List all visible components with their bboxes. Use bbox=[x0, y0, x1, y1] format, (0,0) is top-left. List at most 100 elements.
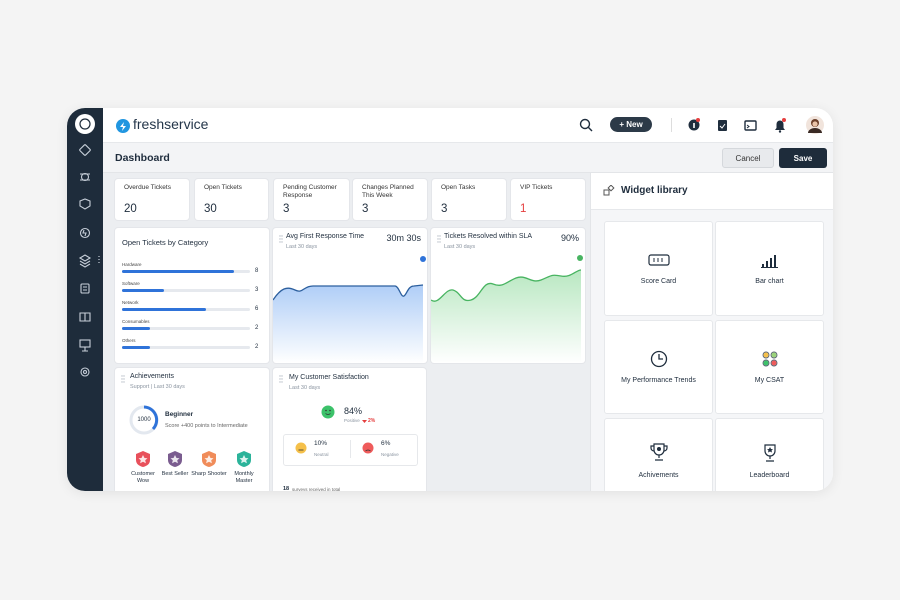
trend-chart bbox=[273, 284, 424, 363]
stat-value: 3 bbox=[283, 203, 290, 215]
divider bbox=[350, 440, 351, 458]
stat-value: 30 bbox=[204, 203, 217, 215]
widget-icon bbox=[648, 254, 670, 266]
survey-text: surveys received in total bbox=[292, 487, 341, 491]
stat-card: Changes Planned This Week 3 bbox=[353, 179, 427, 220]
logo-text: freshservice bbox=[133, 116, 209, 132]
positive-change: 2% bbox=[368, 418, 376, 424]
widget-label: Bar chart bbox=[755, 278, 784, 285]
card-subtitle: Last 30 days bbox=[289, 385, 321, 391]
library-icon bbox=[603, 185, 615, 196]
category-count: 6 bbox=[255, 306, 259, 312]
bar-track bbox=[122, 346, 250, 349]
category-bar bbox=[122, 270, 234, 273]
stat-card: Open Tickets 30 bbox=[195, 179, 268, 220]
cancel-button[interactable]: Cancel bbox=[722, 148, 774, 168]
card-subtitle: Last 30 days bbox=[444, 244, 476, 250]
widget-icon bbox=[764, 444, 776, 462]
library-title: Widget library bbox=[621, 185, 688, 196]
positive-value: 84% bbox=[344, 406, 363, 416]
widget-icon bbox=[650, 350, 668, 368]
widget-tile[interactable]: Achivements bbox=[604, 418, 713, 491]
widget-label: My Performance Trends bbox=[621, 377, 696, 384]
widget-icon bbox=[650, 443, 668, 461]
widget-icon bbox=[762, 351, 778, 367]
points: 1000 bbox=[137, 417, 151, 423]
widget-label: Leaderboard bbox=[749, 472, 790, 479]
endpoint bbox=[577, 255, 583, 261]
widget-tile[interactable]: Leaderboard bbox=[715, 418, 824, 491]
stat-label: Open Tickets bbox=[204, 184, 242, 191]
badge-label: Sharp Shooter bbox=[191, 471, 227, 477]
widget-tile[interactable]: My CSAT bbox=[715, 320, 824, 414]
card-title: Achievements bbox=[130, 373, 174, 380]
sidebar-icons bbox=[75, 114, 100, 377]
widget-tile[interactable]: Score Card bbox=[604, 221, 713, 316]
app-window: freshservice + New Dashboard Cancel Save… bbox=[67, 108, 833, 491]
stat-label: Pending Customer Response bbox=[283, 184, 337, 199]
level: Beginner bbox=[165, 411, 194, 418]
card-title: My Customer Satisfaction bbox=[289, 374, 369, 381]
separator bbox=[671, 118, 672, 132]
category-count: 3 bbox=[255, 287, 259, 293]
stat-card: Pending Customer Response 3 bbox=[274, 179, 349, 220]
category-count: 2 bbox=[255, 325, 259, 331]
drag-handle bbox=[279, 235, 283, 243]
badge-icon bbox=[136, 451, 150, 467]
stat-card: VIP Tickets 1 bbox=[511, 179, 585, 220]
logo-icon bbox=[116, 119, 130, 133]
drag-handle bbox=[121, 375, 125, 383]
stat-label: Open Tasks bbox=[441, 184, 476, 191]
badge-label: Monthly Master bbox=[234, 471, 254, 484]
stat-card: Overdue Tickets 20 bbox=[115, 179, 189, 220]
neutral-face bbox=[295, 442, 307, 454]
widget-library: Widget library Score Card Bar chart My Per… bbox=[590, 173, 833, 491]
level-hint: Score +400 points to Intermediate bbox=[165, 423, 248, 429]
endpoint bbox=[420, 256, 426, 262]
drag-handle bbox=[279, 375, 283, 383]
response-card: Avg First Response Time 30m 30s Last 30 da… bbox=[273, 228, 427, 363]
category-card: Open Tickets by Category Hardware 8 Softwar… bbox=[115, 228, 269, 363]
card-subtitle: Last 30 days bbox=[286, 244, 318, 250]
widget-label: Score Card bbox=[640, 278, 677, 285]
new-button[interactable]: + New bbox=[610, 117, 652, 132]
csat-breakdown bbox=[283, 434, 418, 466]
positive-face bbox=[321, 405, 335, 419]
widget-tile[interactable]: Bar chart bbox=[715, 221, 824, 316]
csat-card: My Customer Satisfaction Last 30 days 84% P… bbox=[273, 368, 426, 491]
widget-icon bbox=[761, 255, 778, 268]
negative-label: Negative bbox=[381, 452, 399, 457]
bar-track bbox=[122, 327, 250, 330]
category-count: 2 bbox=[255, 344, 259, 350]
page-title: Dashboard bbox=[115, 152, 170, 164]
points-ring bbox=[129, 405, 159, 435]
stat-value: 20 bbox=[124, 203, 137, 215]
category-name: Consumables bbox=[122, 319, 150, 324]
category-name: Others bbox=[122, 338, 136, 343]
stat-label: Changes Planned This Week bbox=[362, 184, 414, 199]
drag-handle bbox=[437, 235, 441, 243]
achievements-card: Achievements Support | Last 30 days 1000 Be… bbox=[115, 368, 269, 491]
card-subtitle: Support | Last 30 days bbox=[130, 384, 185, 390]
badge-icon bbox=[168, 451, 182, 467]
card-title: Avg First Response Time bbox=[286, 233, 365, 240]
survey-count: 18 bbox=[283, 486, 290, 491]
neutral-value: 10% bbox=[314, 440, 328, 447]
widget-label: My CSAT bbox=[754, 377, 785, 384]
widget-tile[interactable]: My Performance Trends bbox=[604, 320, 713, 414]
bar-track bbox=[122, 289, 250, 292]
category-name: Network bbox=[122, 300, 139, 305]
badge-label: Best Seller bbox=[161, 471, 189, 477]
trend-chart bbox=[431, 269, 582, 363]
negative-face bbox=[362, 442, 374, 454]
stat-value: 1 bbox=[520, 203, 527, 215]
search-icon[interactable] bbox=[579, 118, 593, 132]
positive-label: Positive bbox=[344, 418, 360, 423]
category-bar bbox=[122, 308, 206, 311]
card-title: Tickets Resolved within SLA bbox=[444, 233, 533, 240]
card-value: 30m 30s bbox=[386, 233, 421, 243]
category-bar bbox=[122, 327, 150, 330]
save-button[interactable]: Save bbox=[779, 148, 827, 168]
category-name: Software bbox=[122, 281, 140, 286]
